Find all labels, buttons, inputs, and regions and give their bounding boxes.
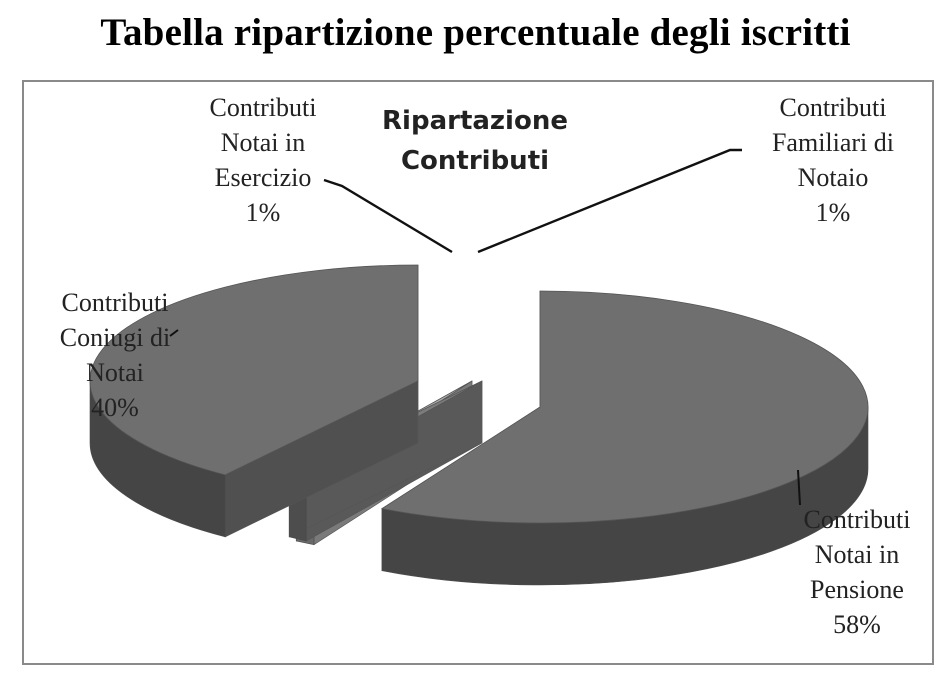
data-label-esercizio-line2: Notai in — [220, 128, 306, 157]
data-label-familiari-line1: Contributi — [779, 93, 887, 122]
data-label-pensione-line2: Notai in — [814, 540, 900, 569]
page-title: Tabella ripartizione percentuale degli i… — [100, 11, 851, 54]
chart-title: Ripartazione Contributi — [355, 101, 595, 181]
data-label-esercizio: Contributi Notai in Esercizio 1% — [178, 90, 348, 230]
pie-slice-pensione — [380, 290, 869, 586]
data-label-esercizio-line3: Esercizio — [214, 163, 312, 192]
data-label-familiari: Contributi Familiari di Notaio 1% — [748, 90, 918, 230]
leader-lines — [169, 148, 801, 506]
data-label-pensione: Contributi Notai in Pensione 58% — [772, 502, 942, 642]
data-label-familiari-line3: Notaio — [797, 163, 869, 192]
data-label-coniugi-line1: Contributi — [61, 288, 169, 317]
leader-line-esercizio — [323, 178, 453, 254]
data-label-coniugi-value: 40% — [91, 393, 139, 422]
leader-line-pensione — [797, 469, 801, 506]
pie-slice-pensione-top — [380, 290, 869, 524]
data-label-familiari-value: 1% — [815, 198, 851, 227]
leader-line-coniugi — [169, 329, 179, 337]
data-label-coniugi-line3: Notai — [86, 358, 144, 387]
data-label-pensione-value: 58% — [833, 610, 881, 639]
slices-layer — [89, 264, 869, 586]
data-label-esercizio-line1: Contributi — [209, 93, 317, 122]
data-label-familiari-line2: Familiari di — [771, 128, 895, 157]
data-label-coniugi: Contributi Coniugi di Notai 40% — [30, 285, 200, 425]
chart-title-line1: Ripartazione — [382, 106, 568, 136]
data-label-pensione-line1: Contributi — [803, 505, 911, 534]
pie-slice-coniugi-top — [89, 264, 419, 476]
chart-title-line2: Contributi — [400, 146, 550, 176]
data-label-coniugi-line2: Coniugi di — [59, 323, 171, 352]
data-label-pensione-line3: Pensione — [810, 575, 904, 604]
data-label-esercizio-value: 1% — [245, 198, 281, 227]
pie-slice-coniugi — [89, 264, 419, 538]
leader-line-familiari — [477, 148, 742, 254]
